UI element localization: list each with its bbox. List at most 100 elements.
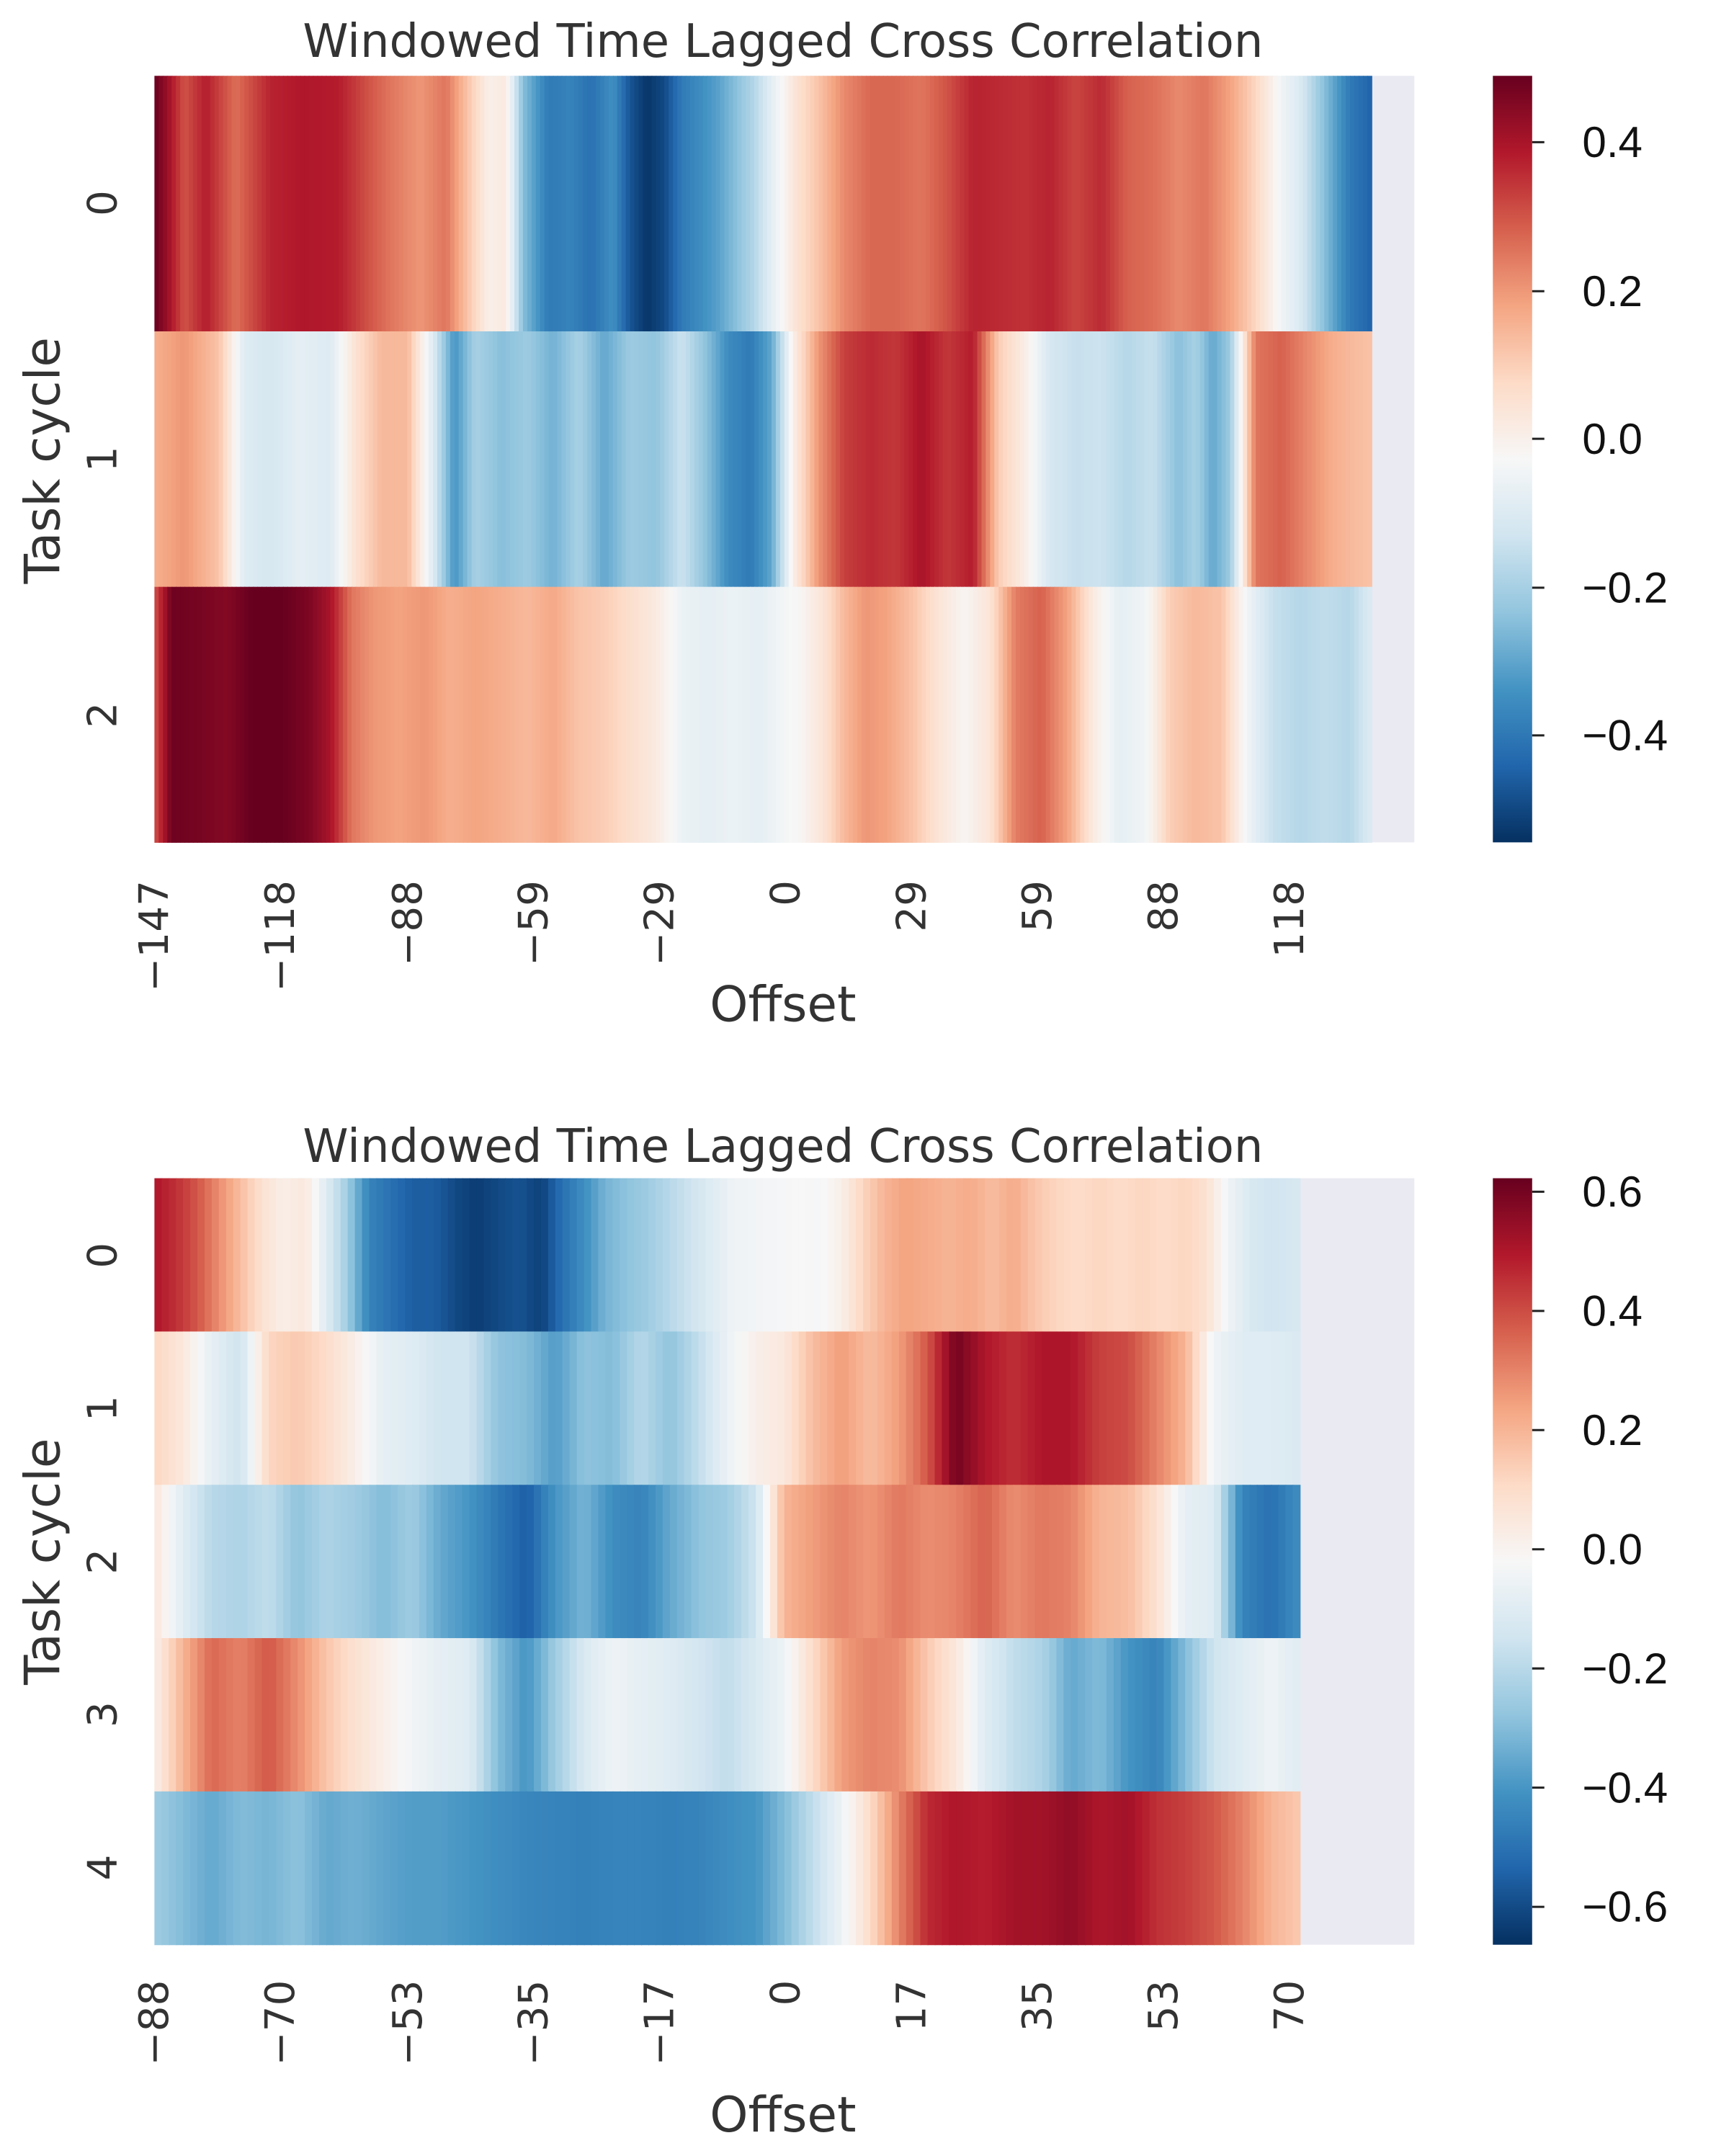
heatmap-cell xyxy=(240,76,246,332)
heatmap-cell xyxy=(169,1178,177,1333)
heatmap-cell xyxy=(424,76,430,332)
heatmap-cell xyxy=(497,331,503,588)
heatmap-cell xyxy=(857,331,862,588)
heatmap-cell xyxy=(519,1178,528,1333)
heatmap-cell xyxy=(1109,331,1115,588)
heatmap-cell xyxy=(1058,586,1064,843)
heatmap-cell xyxy=(362,1485,370,1639)
heatmap-cell xyxy=(1063,1178,1072,1333)
heatmap-cell xyxy=(458,331,464,588)
heatmap-cell xyxy=(469,1331,478,1485)
heatmap-cell xyxy=(951,76,957,332)
chart-top-y-tick-2: 2 xyxy=(80,702,127,728)
heatmap-cell xyxy=(1161,586,1167,843)
heatmap-cell xyxy=(340,1638,349,1792)
heatmap-cell xyxy=(990,586,996,843)
heatmap-cell xyxy=(433,1331,442,1485)
heatmap-cell xyxy=(383,1638,392,1792)
heatmap-cell xyxy=(1042,1791,1050,1946)
heatmap-cell xyxy=(956,1178,965,1333)
heatmap-cell xyxy=(1127,1638,1136,1792)
heatmap-cell xyxy=(591,1331,599,1485)
heatmap-cell xyxy=(874,331,880,588)
heatmap-cell xyxy=(1049,1791,1058,1946)
heatmap-cell xyxy=(1212,331,1218,588)
heatmap-cell xyxy=(1163,1485,1172,1639)
heatmap-cell xyxy=(591,1791,599,1946)
heatmap-cell xyxy=(930,76,936,332)
heatmap-cell xyxy=(1058,331,1064,588)
heatmap-cell xyxy=(707,586,712,843)
heatmap-cell xyxy=(669,331,674,588)
heatmap-cell xyxy=(1063,331,1068,588)
heatmap-cell xyxy=(1256,1178,1265,1333)
heatmap-cell xyxy=(295,586,301,843)
heatmap-cell xyxy=(1199,1485,1208,1639)
heatmap-cell xyxy=(569,1331,578,1485)
heatmap-cell xyxy=(290,1331,299,1485)
heatmap-cell xyxy=(491,1331,499,1485)
heatmap-cell xyxy=(440,1485,449,1639)
heatmap-cell xyxy=(352,76,357,332)
heatmap-cell xyxy=(161,1485,170,1639)
heatmap-cell xyxy=(831,76,837,332)
heatmap-cell xyxy=(412,1178,421,1333)
heatmap-cell xyxy=(383,1331,392,1485)
heatmap-cell xyxy=(784,1331,792,1485)
heatmap-cell xyxy=(827,586,833,843)
heatmap-cell xyxy=(557,76,563,332)
heatmap-cell xyxy=(788,76,794,332)
heatmap-cell xyxy=(691,1638,700,1792)
heatmap-cell xyxy=(1285,1178,1294,1333)
heatmap-cell xyxy=(211,1485,220,1639)
heatmap-cell xyxy=(921,586,927,843)
heatmap-cell xyxy=(920,1178,929,1333)
heatmap-cell xyxy=(540,1331,550,1485)
heatmap-cell xyxy=(1285,1331,1294,1485)
heatmap-cell xyxy=(1260,76,1266,332)
heatmap-cell xyxy=(498,1485,506,1639)
heatmap-cell xyxy=(973,586,978,843)
heatmap-cell xyxy=(1264,1791,1272,1946)
heatmap-cell xyxy=(620,1638,628,1792)
heatmap-cell xyxy=(218,76,224,332)
heatmap-cell xyxy=(1337,76,1343,332)
heatmap-cell xyxy=(253,586,259,843)
heatmap-cell xyxy=(621,331,627,588)
chart-bottom: Windowed Time Lagged Cross Correlation 0… xyxy=(14,1120,1668,2143)
heatmap-cell xyxy=(612,331,618,588)
heatmap-cell xyxy=(587,586,593,843)
heatmap-cell xyxy=(555,1485,563,1639)
heatmap-cell xyxy=(1235,1485,1243,1639)
heatmap-cell xyxy=(805,586,811,843)
heatmap-cell xyxy=(192,586,198,843)
heatmap-cell xyxy=(973,76,978,332)
heatmap-cell xyxy=(304,76,310,332)
heatmap-cell xyxy=(583,76,589,332)
heatmap-cell xyxy=(934,1485,943,1639)
heatmap-cell xyxy=(300,76,305,332)
heatmap-cell xyxy=(561,331,567,588)
heatmap-cell xyxy=(480,331,486,588)
heatmap-cell xyxy=(340,1791,349,1946)
chart-bottom-colorbar-label-2: 0.2 xyxy=(1582,1406,1643,1454)
heatmap-cell xyxy=(641,1638,650,1792)
heatmap-cell xyxy=(1234,76,1240,332)
heatmap-cell xyxy=(531,76,537,332)
heatmap-cell xyxy=(1264,76,1270,332)
heatmap-cell xyxy=(497,586,503,843)
heatmap-cell xyxy=(648,1485,657,1639)
heatmap-row-0 xyxy=(154,76,1372,332)
heatmap-cell xyxy=(810,331,815,588)
heatmap-cell xyxy=(1127,1178,1136,1333)
heatmap-cell xyxy=(612,76,618,332)
heatmap-cell xyxy=(527,1638,535,1792)
heatmap-cell xyxy=(1328,586,1334,843)
heatmap-cell xyxy=(171,586,177,843)
heatmap-cell xyxy=(488,76,494,332)
heatmap-cell xyxy=(797,76,803,332)
heatmap-cell xyxy=(440,1178,449,1333)
heatmap-cell xyxy=(218,1791,227,1946)
heatmap-cell xyxy=(298,1638,306,1792)
heatmap-cell xyxy=(823,586,828,843)
